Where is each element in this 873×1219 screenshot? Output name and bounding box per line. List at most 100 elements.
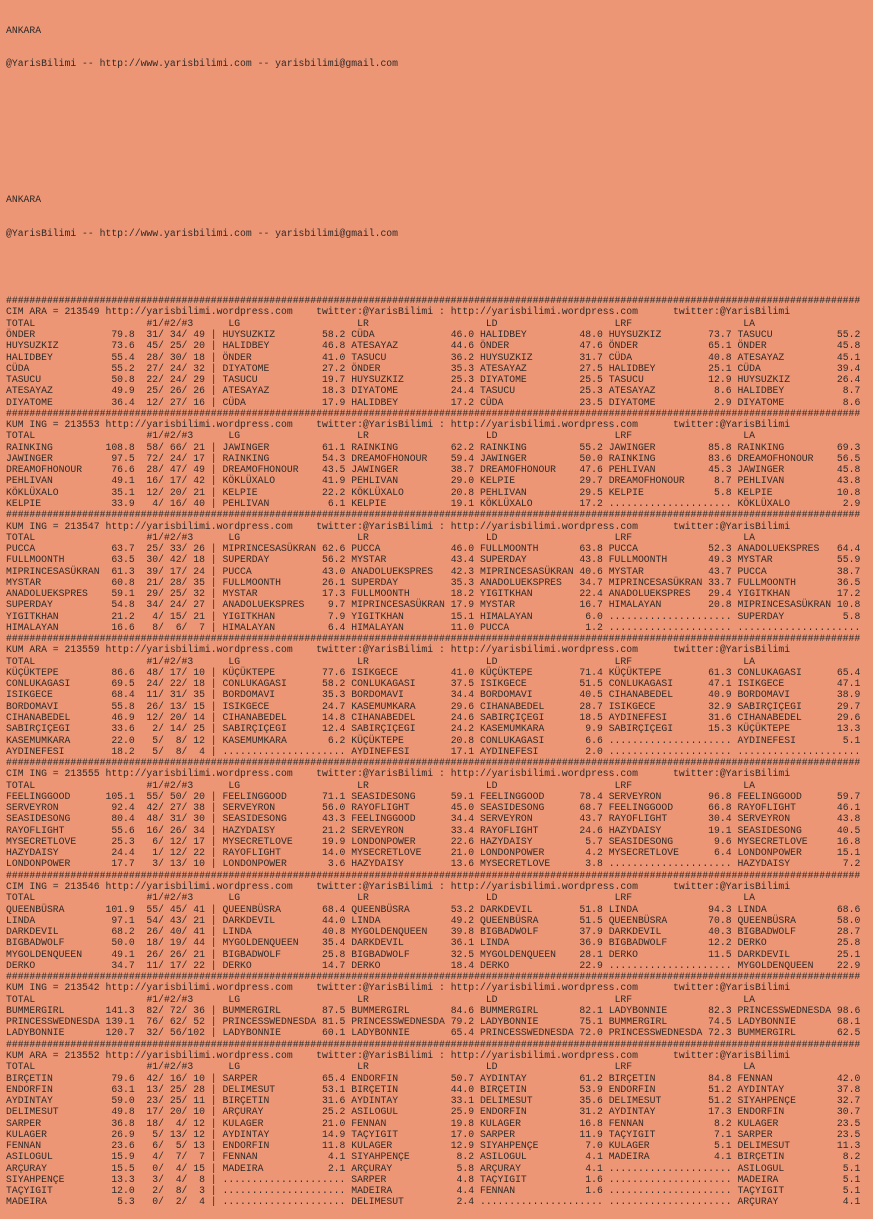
table-row: RAINKING 108.8 58/ 66/ 21 | JAWINGER 61.… (6, 442, 860, 453)
cell-lr: CIHANABEDEL 24.6 (351, 712, 480, 724)
table-row: HAZYDAISY 24.4 1/ 12/ 22 | RAYOFLIGHT 14… (6, 847, 860, 858)
cell-la: SUPERDAY 5.8 (737, 610, 861, 622)
horse-name: CÜDA (6, 362, 100, 374)
cell-ld: SARPER 11.9 (479, 1128, 609, 1140)
header-lg: LG (228, 779, 358, 791)
cell-lg: HIMALAYAN 6.4 (222, 621, 352, 633)
twitter-handle: twitter:@YarisBilimi : (292, 1049, 451, 1061)
cell-lg: MYSECRETLOVE 19.9 (222, 835, 352, 847)
placings: 28/ 30/ 18 | (134, 351, 223, 363)
cell-ld: KÜÇÜKTEPE 71.4 (479, 666, 609, 678)
table-row: YIGITKHAN 21.2 4/ 15/ 21 | YIGITKHAN 7.9… (6, 611, 860, 622)
header-total: TOTAL (6, 779, 147, 791)
table-row: BIRÇETIN 79.6 42/ 16/ 10 | SARPER 65.4 E… (6, 1073, 860, 1084)
total-score: 79.6 (99, 1072, 135, 1084)
horse-name: PEHLIVAN (6, 475, 100, 487)
cell-lg: ..................... (222, 1185, 352, 1197)
table-row: DELIMESUT 49.8 17/ 20/ 10 | ARÇURAY 25.2… (6, 1106, 860, 1117)
header-lr: LR (357, 655, 486, 667)
header-lrf: LRF (614, 531, 744, 543)
cell-lr: ANADOLUEKSPRES 42.3 (351, 565, 480, 577)
table-row: BIGBADWOLF 50.0 18/ 19/ 44 | MYGOLDENQUE… (6, 937, 860, 948)
cell-ld: BIGBADWOLF 37.9 (479, 926, 609, 938)
cell-lr: KULAGER 12.9 (351, 1140, 480, 1152)
cell-la: YIGITKHAN 17.2 (737, 588, 861, 600)
cell-lrf: ..................... (608, 734, 738, 746)
cell-la: DARKDEVIL 25.1 (737, 948, 861, 960)
cell-la: TAÇYIGIT 5.1 (737, 1185, 861, 1197)
race-title: CIM ARA = 213549 (6, 306, 106, 318)
cell-lg: DARKDEVIL 44.0 (222, 914, 352, 926)
table-row: AYDINEFESI 18.2 5/ 8/ 4 | ..............… (6, 746, 860, 757)
header-placings: #1/#2/#3 (146, 531, 229, 543)
cell-la: DREAMOFHONOUR 56.5 (737, 452, 861, 464)
cell-ld: CIHANABEDEL 28.7 (479, 700, 609, 712)
cell-lrf: MADEIRA 4.1 (608, 1151, 738, 1163)
total-score: 97.1 (99, 914, 135, 926)
cell-lrf: CONLUKAGASI 47.1 (608, 678, 738, 690)
cell-lr: MADEIRA 4.4 (351, 1185, 480, 1197)
table-row: TASUCU 50.8 22/ 24/ 29 | TASUCU 19.7 HUY… (6, 374, 860, 385)
cell-lr: ASILOGUL 25.9 (351, 1106, 480, 1118)
total-score: 49.1 (99, 475, 135, 487)
separator-line: ########################################… (6, 509, 861, 521)
horse-name: JAWINGER (6, 452, 100, 464)
horse-name: HALIDBEY (6, 351, 100, 363)
site-url: http://yarisbilimi.wordpress.com (450, 306, 638, 318)
table-row: HUYSUZKIZ 73.6 45/ 25/ 20 | HALIDBEY 46.… (6, 340, 860, 351)
cell-lr: RAYOFLIGHT 45.0 (351, 802, 480, 814)
cell-la: SIYAHPENÇE 32.7 (737, 1095, 861, 1107)
table-row: MADEIRA 5.3 0/ 2/ 4 | ..................… (6, 1196, 860, 1207)
cell-lr: PEHLIVAN 29.0 (351, 475, 480, 487)
cell-lr: BUMMERGIRL 84.6 (351, 1004, 480, 1016)
cell-lg: HAZYDAISY 21.2 (222, 824, 352, 836)
cell-lrf: PUCCA 52.3 (608, 543, 738, 555)
cell-lr: DERKO 18.4 (351, 959, 480, 971)
cell-lg: DREAMOFHONOUR 43.5 (222, 464, 352, 476)
placings: 76/ 62/ 52 | (134, 1016, 223, 1028)
separator-line: ########################################… (6, 407, 861, 419)
cell-ld: CÜDA 23.5 (479, 396, 609, 408)
cell-lr: BORDOMAVI 34.4 (351, 689, 480, 701)
table-row: ASILOGUL 15.9 4/ 7/ 7 | FENNAN 4.1 SIYAH… (6, 1151, 860, 1162)
total-score: 141.3 (99, 1004, 135, 1016)
cell-ld: AYDINEFESI 2.0 (479, 745, 609, 757)
cell-lg: BORDOMAVI 35.3 (222, 689, 352, 701)
cell-lg: AYDINTAY 14.9 (222, 1128, 352, 1140)
placings: 3/ 13/ 10 | (134, 858, 223, 870)
horse-name: LINDA (6, 914, 100, 926)
twitter-handle: twitter:@YarisBilimi : (292, 520, 451, 532)
cell-lg: ARÇURAY 25.2 (222, 1106, 352, 1118)
cell-lr: LINDA 49.2 (351, 914, 480, 926)
cell-lr: AYDINTAY 33.1 (351, 1095, 480, 1107)
placings: 1/ 12/ 22 | (134, 847, 223, 859)
cell-la: CONLUKAGASI 65.4 (737, 666, 861, 678)
cell-ld: QUEENBÜSRA 51.5 (479, 914, 609, 926)
header-ld: LD (485, 779, 615, 791)
cell-lrf: QUEENBÜSRA 70.8 (608, 914, 738, 926)
cell-lg: PEHLIVAN 6.1 (222, 497, 352, 509)
placings: 82/ 72/ 36 | (134, 1004, 223, 1016)
cell-lrf: KÜÇÜKTEPE 61.3 (608, 666, 738, 678)
total-score: 79.8 (99, 328, 135, 340)
cell-lg: FEELINGGOOD 71.1 (222, 790, 352, 802)
cell-la: FULLMOONTH 36.5 (737, 576, 861, 588)
cell-la: DIYATOME 8.6 (737, 396, 861, 408)
cell-lrf: ..................... (608, 745, 738, 757)
table-row: ARÇURAY 15.5 0/ 4/ 15 | MADEIRA 2.1 ARÇU… (6, 1163, 860, 1174)
horse-name: KASEMUMKARA (6, 734, 100, 746)
horse-name: CONLUKAGASI (6, 678, 100, 690)
cell-lg: LADYBONNIE 60.1 (222, 1027, 352, 1039)
header-la: LA (743, 779, 755, 791)
cell-ld: DELIMESUT 35.6 (479, 1095, 609, 1107)
cell-lrf: AYDINEFESI 31.6 (608, 712, 738, 724)
cell-lrf: DREAMOFHONOUR 8.7 (608, 475, 738, 487)
cell-lr: TAÇYIGIT 17.0 (351, 1128, 480, 1140)
cell-la: ISIKGECE 47.1 (737, 678, 861, 690)
table-row: ANADOLUEKSPRES 59.1 29/ 25/ 32 | MYSTAR … (6, 588, 860, 599)
cell-lr: BIRÇETIN 44.0 (351, 1083, 480, 1095)
header-lg: LG (228, 993, 358, 1005)
horse-name: KÖKLÜXALO (6, 486, 100, 498)
twitter-handle: twitter:@YarisBilimi : (292, 982, 451, 994)
cell-lr: HAZYDAISY 13.6 (351, 858, 480, 870)
